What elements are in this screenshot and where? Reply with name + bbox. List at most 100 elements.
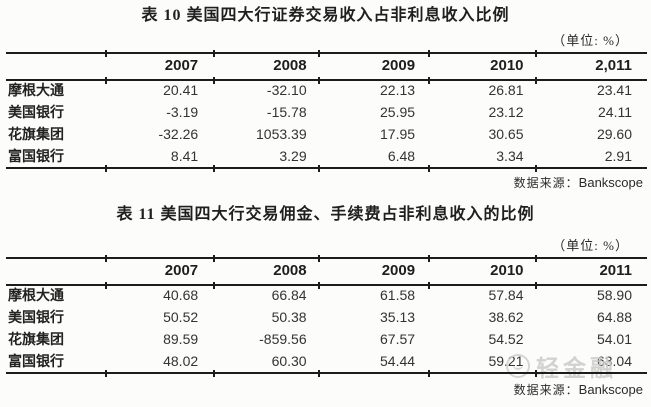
value-cell: 26.81 (488, 82, 524, 98)
column-tick (428, 77, 431, 84)
year-header: 2011 (599, 262, 632, 279)
column-tick (104, 282, 107, 289)
column-tick (213, 255, 216, 262)
value-cell: 89.59 (163, 331, 199, 347)
value-cell: 48.02 (163, 353, 199, 369)
column-tick (213, 50, 216, 57)
bank-name-label: 摩根大通 (8, 84, 64, 99)
value-cell: 59.21 (488, 353, 524, 369)
column-tick (104, 50, 107, 57)
column-tick (104, 165, 107, 172)
table10-data-source: 数据来源：Bankscope (0, 175, 651, 191)
column-tick (428, 255, 431, 262)
table11-unit-note: （单位: %） (552, 238, 629, 253)
column-tick (535, 77, 538, 84)
data-source-label: 数据来源： (513, 176, 579, 190)
table10-grid: 2007 2008 2009 2010 2,011 摩根大通 20.41 -32… (6, 52, 647, 167)
column-tick (428, 282, 431, 289)
column-tick (318, 165, 321, 172)
value-cell: 60.30 (271, 353, 307, 369)
column-tick (104, 77, 107, 84)
value-cell: 24.11 (598, 104, 632, 120)
value-cell: -32.26 (158, 126, 199, 142)
year-header: 2007 (164, 57, 199, 74)
year-header: 2008 (273, 57, 307, 74)
table10-bottom-rule (6, 165, 647, 172)
table11-title: 表 11 美国四大行交易佣金、手续费占非利息收入的比例 (116, 206, 535, 223)
value-cell: -15.78 (266, 104, 307, 120)
value-cell: 63.04 (596, 353, 632, 369)
column-tick (104, 370, 107, 377)
value-cell: -859.56 (259, 331, 307, 347)
column-tick (535, 165, 538, 172)
table-row: 摩根大通 40.68 66.84 61.58 57.84 58.90 (6, 284, 647, 306)
column-tick (318, 370, 321, 377)
column-tick (213, 370, 216, 377)
value-cell: 2.91 (604, 148, 632, 164)
year-header: 2010 (490, 262, 524, 279)
value-cell: 38.62 (488, 309, 524, 325)
value-cell: 35.13 (380, 309, 416, 325)
value-cell: 6.48 (387, 148, 416, 164)
value-cell: 3.34 (496, 148, 524, 164)
table11-header-row: 2007 2008 2009 2010 2011 (6, 257, 647, 284)
value-cell: 1053.39 (256, 126, 307, 142)
table10: 2007 2008 2009 2010 2,011 摩根大通 20.41 -32… (6, 50, 647, 172)
bank-name-label: 花旗集团 (8, 333, 64, 348)
value-cell: 64.88 (596, 309, 632, 325)
column-tick (318, 282, 321, 289)
table-row: 美国银行 50.52 50.38 35.13 38.62 64.88 (6, 306, 647, 328)
value-cell: 58.90 (596, 287, 632, 303)
value-cell: 57.84 (488, 287, 524, 303)
data-source-value: Bankscope (578, 382, 643, 397)
column-tick (535, 50, 538, 57)
value-cell: 50.38 (271, 309, 307, 325)
column-tick (535, 370, 538, 377)
column-tick (428, 50, 431, 57)
table10-unit-note: （单位: %） (552, 33, 629, 48)
table10-header-row: 2007 2008 2009 2010 2,011 (6, 52, 647, 79)
table-row: 花旗集团 -32.26 1053.39 17.95 30.65 29.60 (6, 123, 647, 145)
value-cell: 23.41 (596, 82, 632, 98)
column-tick (535, 255, 538, 262)
table-row: 美国银行 -3.19 -15.78 25.95 23.12 24.11 (6, 101, 647, 123)
column-tick (535, 282, 538, 289)
year-header: 2009 (381, 262, 416, 279)
year-header: 2009 (381, 57, 416, 74)
corner-cell (6, 52, 105, 79)
value-cell: 8.41 (170, 148, 199, 164)
value-cell: 30.65 (488, 126, 524, 142)
column-tick (104, 255, 107, 262)
value-cell: 22.13 (380, 82, 416, 98)
table11-header-rule (6, 282, 647, 289)
value-cell: 25.95 (380, 104, 416, 120)
table11-bottom-rule (6, 370, 647, 377)
value-cell: 29.60 (596, 126, 632, 142)
value-cell: 54.01 (596, 331, 632, 347)
value-cell: 67.57 (380, 331, 416, 347)
bank-name-label: 富国银行 (8, 150, 64, 165)
column-tick (428, 165, 431, 172)
value-cell: 54.52 (488, 331, 524, 347)
corner-cell (6, 257, 105, 284)
table10-header-rule (6, 77, 647, 84)
year-header: 2,011 (595, 57, 632, 74)
value-cell: -3.19 (166, 104, 199, 120)
table11-top-rule (6, 255, 647, 262)
value-cell: 54.44 (380, 353, 416, 369)
value-cell: 61.58 (380, 287, 416, 303)
column-tick (318, 255, 321, 262)
table-row: 花旗集团 89.59 -859.56 67.57 54.52 54.01 (6, 328, 647, 350)
table-row: 富国银行 48.02 60.30 54.44 59.21 63.04 (6, 350, 647, 372)
bank-name-label: 花旗集团 (8, 128, 64, 143)
column-tick (318, 50, 321, 57)
value-cell: 17.95 (380, 126, 416, 142)
data-source-value: Bankscope (578, 175, 643, 190)
column-tick (318, 77, 321, 84)
column-tick (428, 370, 431, 377)
table-row: 富国银行 8.41 3.29 6.48 3.34 2.91 (6, 145, 647, 167)
column-tick (213, 77, 216, 84)
year-header: 2008 (273, 262, 307, 279)
value-cell: 23.12 (488, 104, 524, 120)
